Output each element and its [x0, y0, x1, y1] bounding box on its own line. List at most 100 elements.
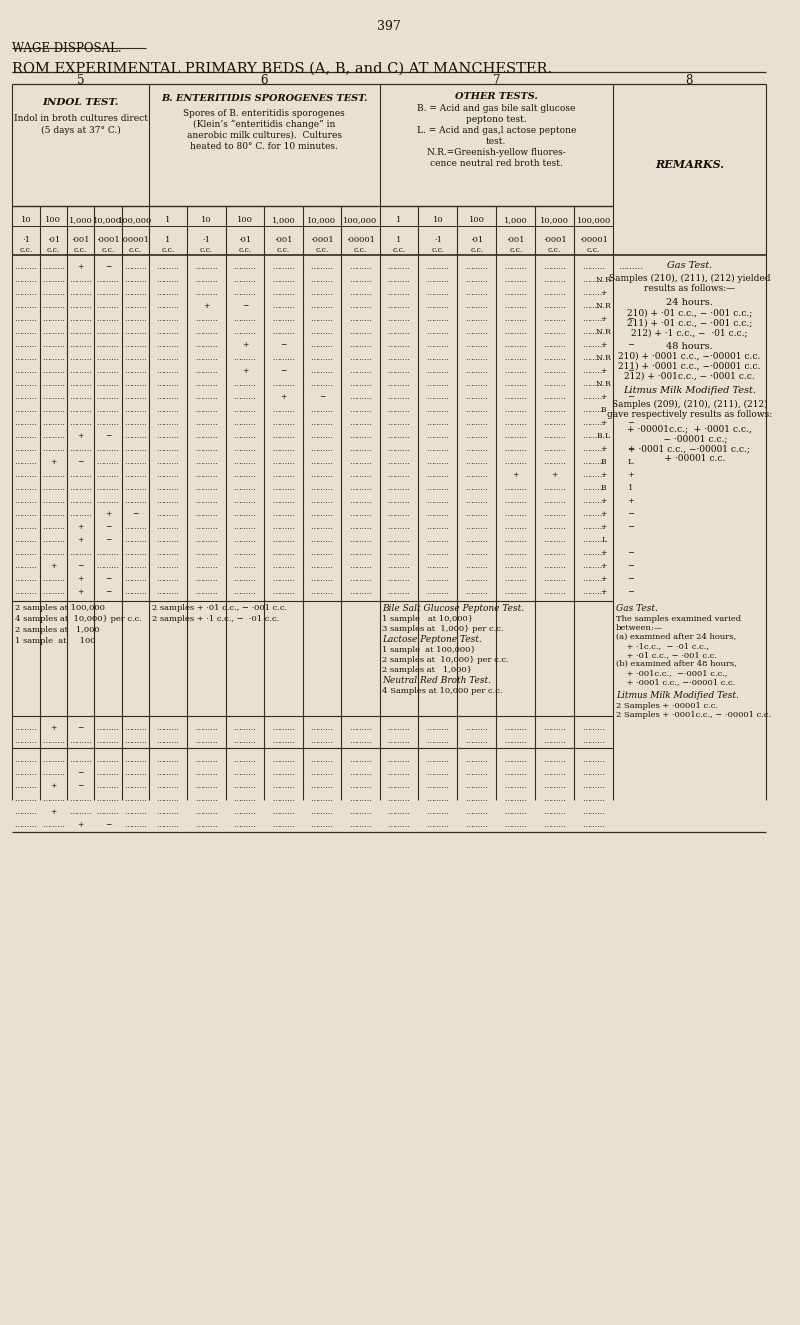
- Text: −: −: [318, 394, 325, 401]
- Text: B. ENTERITIDIS SPOROGENES TEST.: B. ENTERITIDIS SPOROGENES TEST.: [161, 94, 367, 103]
- Text: ………: ………: [582, 367, 605, 375]
- Text: ………: ………: [14, 723, 38, 731]
- Text: ………: ………: [14, 367, 38, 375]
- Text: +: +: [627, 470, 634, 480]
- Text: ………: ………: [504, 405, 527, 413]
- Text: ………: ………: [124, 549, 146, 556]
- Text: ………: ………: [272, 757, 295, 765]
- Text: ………: ………: [157, 549, 179, 556]
- Text: ………: ………: [504, 302, 527, 310]
- Text: ………: ………: [466, 302, 488, 310]
- Text: ………: ………: [70, 445, 92, 453]
- Text: 1,000: 1,000: [69, 216, 93, 224]
- Text: REMARKS.: REMARKS.: [655, 159, 724, 170]
- Text: ………: ………: [70, 289, 92, 297]
- Text: ………: ………: [42, 445, 65, 453]
- Text: ………: ………: [466, 276, 488, 284]
- Text: ………: ………: [124, 723, 146, 731]
- Text: B: B: [601, 405, 606, 413]
- Text: ………: ………: [14, 341, 38, 348]
- Text: heated to 80° C. for 10 minutes.: heated to 80° C. for 10 minutes.: [190, 142, 338, 151]
- Text: ………: ………: [426, 341, 450, 348]
- Text: ………: ………: [504, 808, 527, 816]
- Text: ………: ………: [234, 432, 256, 440]
- Text: ………: ………: [70, 795, 92, 803]
- Text: ………: ………: [426, 575, 450, 583]
- Text: ………: ………: [195, 276, 218, 284]
- Text: ………: ………: [310, 302, 334, 310]
- Text: 2 samples at 100,000: 2 samples at 100,000: [15, 604, 106, 612]
- Text: ………: ………: [504, 445, 527, 453]
- Text: 8: 8: [686, 74, 693, 87]
- Text: ………: ………: [14, 470, 38, 480]
- Text: +: +: [600, 394, 606, 401]
- Text: ………: ………: [124, 276, 146, 284]
- Text: ………: ………: [97, 562, 119, 570]
- Text: ………: ………: [42, 537, 65, 545]
- Text: ………: ………: [582, 737, 605, 745]
- Text: ………: ………: [349, 354, 372, 362]
- Text: +: +: [280, 394, 286, 401]
- Text: ………: ………: [14, 523, 38, 531]
- Text: ………: ………: [582, 354, 605, 362]
- Text: ………: ………: [504, 549, 527, 556]
- Text: ………: ………: [157, 262, 179, 272]
- Text: ………: ………: [70, 329, 92, 337]
- Text: ………: ………: [97, 484, 119, 492]
- Text: N.R.=Greenish-yellow fluores-: N.R.=Greenish-yellow fluores-: [427, 148, 566, 156]
- Text: ………: ………: [14, 289, 38, 297]
- Text: ………: ………: [349, 380, 372, 388]
- Text: ………: ………: [310, 795, 334, 803]
- Text: ………: ………: [195, 549, 218, 556]
- Text: ………: ………: [14, 484, 38, 492]
- Text: ………: ………: [42, 768, 65, 776]
- Text: +: +: [242, 341, 248, 348]
- Text: ………: ………: [70, 419, 92, 427]
- Text: ………: ………: [466, 510, 488, 518]
- Text: ………: ………: [426, 484, 450, 492]
- Text: ………: ………: [195, 523, 218, 531]
- Text: ………: ………: [466, 795, 488, 803]
- Text: ………: ………: [426, 380, 450, 388]
- Text: ………: ………: [124, 394, 146, 401]
- Text: ………: ………: [70, 405, 92, 413]
- Text: ………: ………: [543, 808, 566, 816]
- Text: ………: ………: [504, 289, 527, 297]
- Text: ………: ………: [426, 737, 450, 745]
- Text: ………: ………: [195, 470, 218, 480]
- Text: ………: ………: [582, 341, 605, 348]
- Text: ………: ………: [349, 575, 372, 583]
- Text: ………: ………: [157, 367, 179, 375]
- Text: ………: ………: [543, 822, 566, 829]
- Text: ………: ………: [504, 394, 527, 401]
- Text: ………: ………: [97, 354, 119, 362]
- Text: ………: ………: [272, 510, 295, 518]
- Text: ………: ………: [195, 432, 218, 440]
- Text: ………: ………: [234, 562, 256, 570]
- Text: ………: ………: [124, 262, 146, 272]
- Text: ………: ………: [97, 757, 119, 765]
- Text: ………: ………: [426, 795, 450, 803]
- Text: ………: ………: [70, 549, 92, 556]
- Text: L: L: [627, 458, 633, 466]
- Text: ………: ………: [14, 432, 38, 440]
- Text: ………: ………: [349, 276, 372, 284]
- Text: ………: ………: [582, 302, 605, 310]
- Text: WAGE DISPOSAL.: WAGE DISPOSAL.: [13, 42, 122, 56]
- Text: ………: ………: [310, 419, 334, 427]
- Text: ………: ………: [272, 470, 295, 480]
- Text: ………: ………: [124, 354, 146, 362]
- Text: (b) examined after 48 hours,: (b) examined after 48 hours,: [616, 660, 737, 668]
- Text: 1: 1: [166, 236, 170, 244]
- Text: ………: ………: [310, 276, 334, 284]
- Text: B. = Acid and gas bile salt glucose: B. = Acid and gas bile salt glucose: [417, 103, 575, 113]
- Text: ………: ………: [234, 795, 256, 803]
- Text: ………: ………: [195, 315, 218, 323]
- Text: ………: ………: [124, 315, 146, 323]
- Text: ………: ………: [157, 276, 179, 284]
- Text: ………: ………: [582, 562, 605, 570]
- Text: ………: ………: [582, 795, 605, 803]
- Text: ………: ………: [349, 302, 372, 310]
- Text: ………: ………: [157, 588, 179, 596]
- Text: ………: ………: [349, 470, 372, 480]
